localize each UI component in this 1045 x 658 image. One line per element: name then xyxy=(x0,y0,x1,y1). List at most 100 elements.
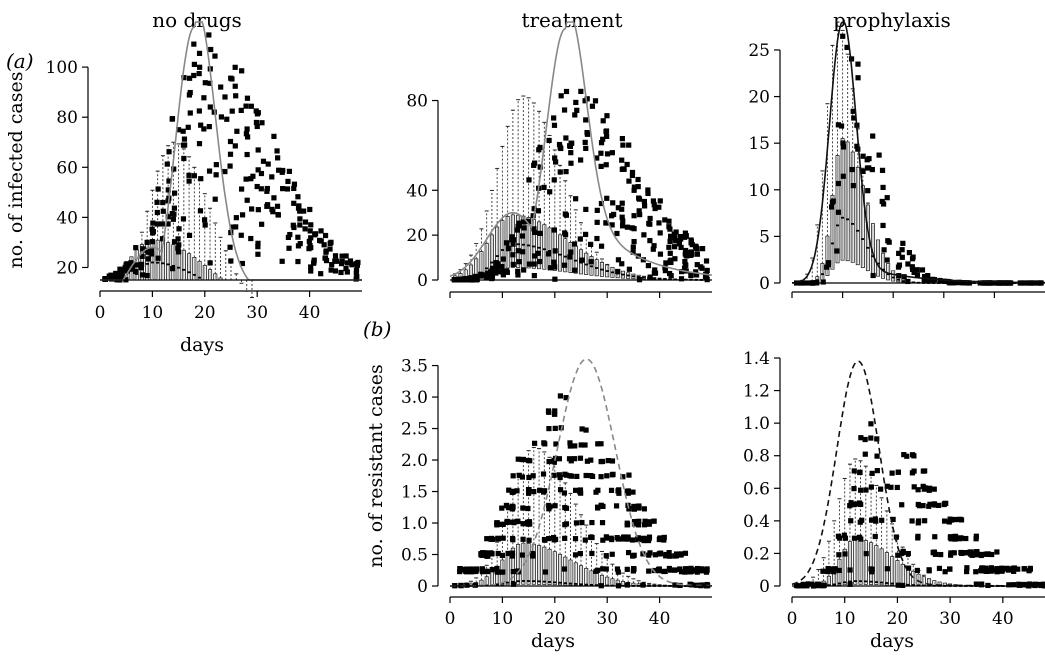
outlier-point xyxy=(629,172,636,179)
outlier-point xyxy=(936,565,943,572)
outlier-point xyxy=(598,150,604,156)
outlier-point xyxy=(354,273,360,280)
outlier-point xyxy=(567,440,573,446)
outlier-point xyxy=(854,143,860,149)
outlier-point xyxy=(265,161,271,167)
outlier-point xyxy=(915,520,921,526)
outlier-point xyxy=(201,126,207,132)
outlier-point xyxy=(635,176,641,183)
outlier-point xyxy=(614,230,620,237)
outlier-point xyxy=(483,272,489,278)
outlier-point xyxy=(1011,565,1017,571)
outlier-point xyxy=(510,237,517,243)
outlier-point xyxy=(561,490,568,496)
outlier-point xyxy=(890,516,896,523)
outlier-point xyxy=(275,155,281,161)
outlier-point xyxy=(494,265,500,272)
outlier-point xyxy=(563,135,569,141)
outlier-point xyxy=(138,265,144,271)
outlier-point xyxy=(572,267,578,273)
outlier-point xyxy=(563,505,570,511)
outlier-point xyxy=(588,457,594,463)
outlier-point xyxy=(619,223,626,229)
outlier-point xyxy=(150,230,156,236)
outlier-point xyxy=(495,536,501,542)
outlier-point xyxy=(915,533,921,539)
outlier-point xyxy=(526,537,532,543)
outlier-point xyxy=(946,519,952,525)
outlier-point xyxy=(128,260,134,266)
outlier-point xyxy=(930,278,936,284)
outlier-point xyxy=(884,566,890,572)
outlier-point xyxy=(906,249,912,256)
outlier-point xyxy=(973,569,979,575)
outlier-point xyxy=(557,474,563,481)
outlier-point xyxy=(540,471,547,477)
outlier-point xyxy=(951,550,957,556)
outlier-point xyxy=(922,518,928,524)
outlier-point xyxy=(600,118,606,124)
outlier-point xyxy=(519,552,525,558)
outlier-point xyxy=(557,487,564,493)
outlier-point xyxy=(684,567,690,574)
outlier-point xyxy=(339,253,345,259)
outlier-point xyxy=(567,143,574,150)
outlier-point xyxy=(567,254,573,260)
outlier-point xyxy=(170,266,176,272)
outlier-point xyxy=(499,505,505,511)
outlier-point xyxy=(840,140,846,146)
outlier-point xyxy=(197,64,203,70)
outlier-point xyxy=(920,483,926,489)
outlier-point xyxy=(855,61,861,67)
outlier-point xyxy=(514,518,520,525)
outlier-point xyxy=(661,537,667,543)
outlier-point xyxy=(519,474,526,480)
outlier-point xyxy=(842,551,848,557)
outlier-point xyxy=(863,551,869,557)
outlier-point xyxy=(546,425,552,432)
outlier-point xyxy=(860,168,866,175)
outlier-point xyxy=(307,206,313,213)
outlier-point xyxy=(276,167,282,173)
outlier-point xyxy=(498,521,504,527)
outlier-point xyxy=(515,568,521,574)
outlier-point xyxy=(835,533,842,539)
outlier-point xyxy=(1006,582,1012,588)
y-tick-label: 0 xyxy=(417,577,428,597)
outlier-point xyxy=(269,174,275,180)
outlier-point xyxy=(187,110,193,116)
outlier-point xyxy=(826,260,832,266)
outlier-point xyxy=(847,567,853,573)
outlier-point xyxy=(692,243,699,249)
y-tick-label: 0.6 xyxy=(743,479,770,499)
outlier-point xyxy=(530,473,536,479)
outlier-point xyxy=(588,259,594,265)
outlier-point xyxy=(531,272,537,279)
outlier-point xyxy=(884,483,890,489)
x-tick-label: 30 xyxy=(596,609,618,629)
outlier-point xyxy=(238,232,244,238)
y-tick-label: 2.0 xyxy=(401,451,428,471)
outlier-point xyxy=(552,276,558,282)
outlier-point xyxy=(636,536,642,543)
outlier-point xyxy=(306,238,312,244)
outlier-point xyxy=(938,551,944,558)
outlier-point xyxy=(910,254,916,260)
outlier-point xyxy=(546,458,552,465)
outlier-point xyxy=(641,203,648,209)
outlier-point xyxy=(500,268,506,274)
outlier-point xyxy=(692,567,698,573)
outlier-point xyxy=(291,200,297,206)
outlier-point xyxy=(915,487,921,493)
y-tick-label: 0 xyxy=(417,271,428,291)
outlier-point xyxy=(196,50,203,56)
outlier-point xyxy=(181,75,187,81)
outlier-point xyxy=(233,224,239,230)
outlier-point xyxy=(688,252,694,258)
panel-title-prophylaxis: prophylaxis xyxy=(833,8,951,32)
outlier-point xyxy=(625,549,632,556)
outlier-point xyxy=(703,258,710,264)
outlier-point xyxy=(704,566,710,572)
outlier-point xyxy=(479,569,486,575)
outlier-point xyxy=(704,274,710,280)
